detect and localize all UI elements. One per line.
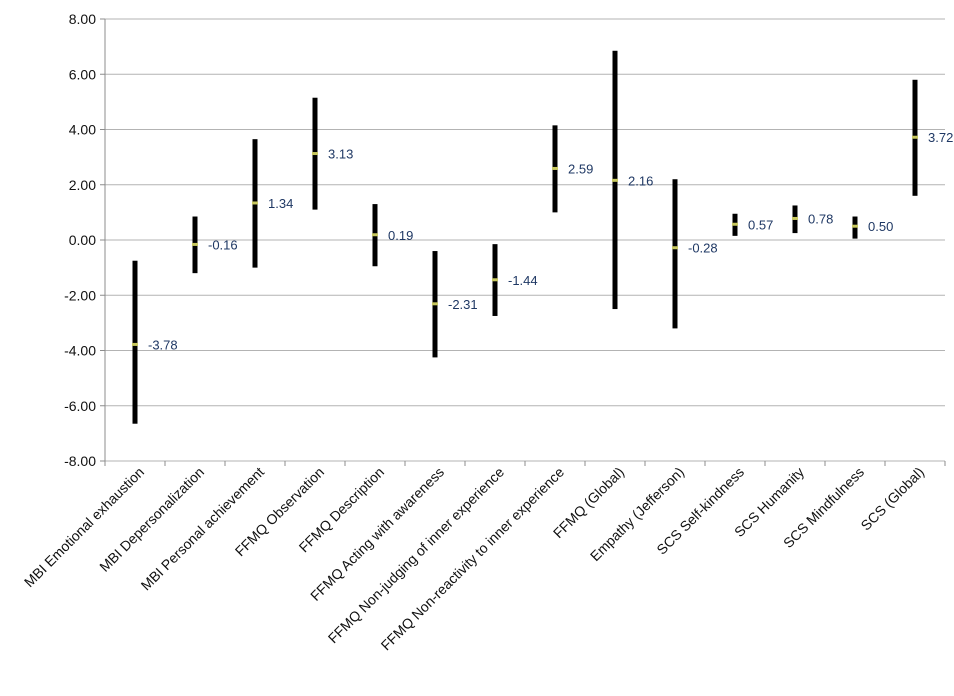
value-labels: -3.78 -0.16 1.34 3.13 0.19 -2.31 -1.44 2.59 2.16… xyxy=(148,130,953,352)
value-label: 2.16 xyxy=(628,173,653,188)
range-bars xyxy=(132,50,918,424)
y-tick-label: 6.00 xyxy=(69,66,96,82)
value-label: 0.57 xyxy=(748,217,773,232)
mean-marker xyxy=(672,246,678,250)
value-label: 2.59 xyxy=(568,161,593,176)
mean-marker xyxy=(192,242,198,246)
axes xyxy=(104,19,946,466)
mean-marker xyxy=(432,302,438,306)
value-label: 1.34 xyxy=(268,196,293,211)
value-label: -1.44 xyxy=(508,273,538,288)
y-tick-label: -8.00 xyxy=(64,453,96,469)
y-tick-label: -6.00 xyxy=(64,398,96,414)
mean-marker xyxy=(372,233,378,237)
y-tick-label: -2.00 xyxy=(64,287,96,303)
y-tick-label: 4.00 xyxy=(69,122,96,138)
range-bar xyxy=(132,260,138,424)
mean-marker xyxy=(132,342,138,346)
mean-marker xyxy=(252,201,258,205)
value-label: 0.78 xyxy=(808,211,833,226)
value-label: 0.19 xyxy=(388,228,413,243)
mean-marker xyxy=(492,278,498,282)
y-tick-label: 8.00 xyxy=(69,11,96,27)
category-label: MBI Emotional exhaustion xyxy=(21,464,147,590)
mean-markers xyxy=(132,135,918,346)
value-label: 0.50 xyxy=(868,219,893,234)
gridlines xyxy=(100,18,945,462)
mean-marker xyxy=(912,135,918,139)
y-tick-label: 2.00 xyxy=(69,177,96,193)
value-label: -2.31 xyxy=(448,297,478,312)
mean-marker xyxy=(552,166,558,170)
category-label: MBI Depersonalization xyxy=(96,464,207,575)
mean-marker xyxy=(732,222,738,226)
y-axis-tick-labels: -8.00 -6.00 -4.00 -2.00 0.00 2.00 4.00 6.00 8.00 xyxy=(64,11,96,469)
mean-marker xyxy=(612,178,618,182)
mean-marker xyxy=(792,216,798,220)
value-label: 3.13 xyxy=(328,147,353,162)
value-label: 3.72 xyxy=(928,130,953,145)
mean-marker xyxy=(852,224,858,228)
value-label: -3.78 xyxy=(148,337,178,352)
category-label: MBI Personal achievement xyxy=(137,464,267,594)
range-bar xyxy=(672,179,678,329)
y-tick-label: -4.00 xyxy=(64,343,96,359)
value-label: -0.28 xyxy=(688,241,718,256)
value-label: -0.16 xyxy=(208,237,238,252)
mean-marker xyxy=(312,152,318,156)
category-label: SCS (Global) xyxy=(857,464,927,534)
y-tick-label: 0.00 xyxy=(69,232,96,248)
